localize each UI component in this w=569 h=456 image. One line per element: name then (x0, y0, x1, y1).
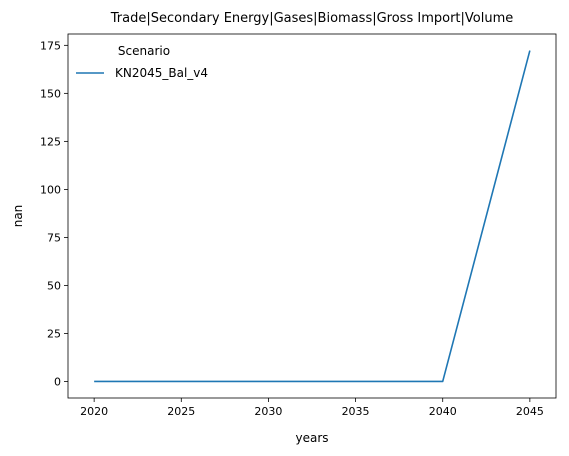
legend-entry-label: KN2045_Bal_v4 (115, 66, 208, 80)
y-tick-label: 25 (47, 327, 61, 340)
x-tick-label: 2030 (254, 405, 282, 418)
y-tick-label: 75 (47, 231, 61, 244)
plot-area (67, 33, 557, 399)
y-tick-label: 125 (40, 135, 61, 148)
y-tick-label: 50 (47, 279, 61, 292)
y-tick-label: 175 (40, 39, 61, 52)
y-axis-label: nan (11, 205, 25, 228)
x-tick-label: 2025 (167, 405, 195, 418)
x-tick-label: 2020 (80, 405, 108, 418)
x-axis-label: years (295, 431, 328, 445)
legend-title: Scenario (118, 44, 170, 58)
y-tick-label: 150 (40, 87, 61, 100)
x-axis-ticks: 2020 2025 2030 2035 2040 2045 (80, 398, 544, 418)
legend: Scenario KN2045_Bal_v4 (76, 44, 208, 80)
series-line (94, 50, 531, 383)
x-tick-label: 2035 (342, 405, 370, 418)
series-layer (94, 50, 531, 383)
x-tick-label: 2045 (516, 405, 544, 418)
x-tick-label: 2040 (429, 405, 457, 418)
y-tick-label: 100 (40, 183, 61, 196)
y-axis-ticks: 0 25 50 75 100 125 150 175 (40, 39, 68, 388)
y-tick-label: 0 (54, 375, 61, 388)
chart-title: Trade|Secondary Energy|Gases|Biomass|Gro… (110, 11, 514, 26)
